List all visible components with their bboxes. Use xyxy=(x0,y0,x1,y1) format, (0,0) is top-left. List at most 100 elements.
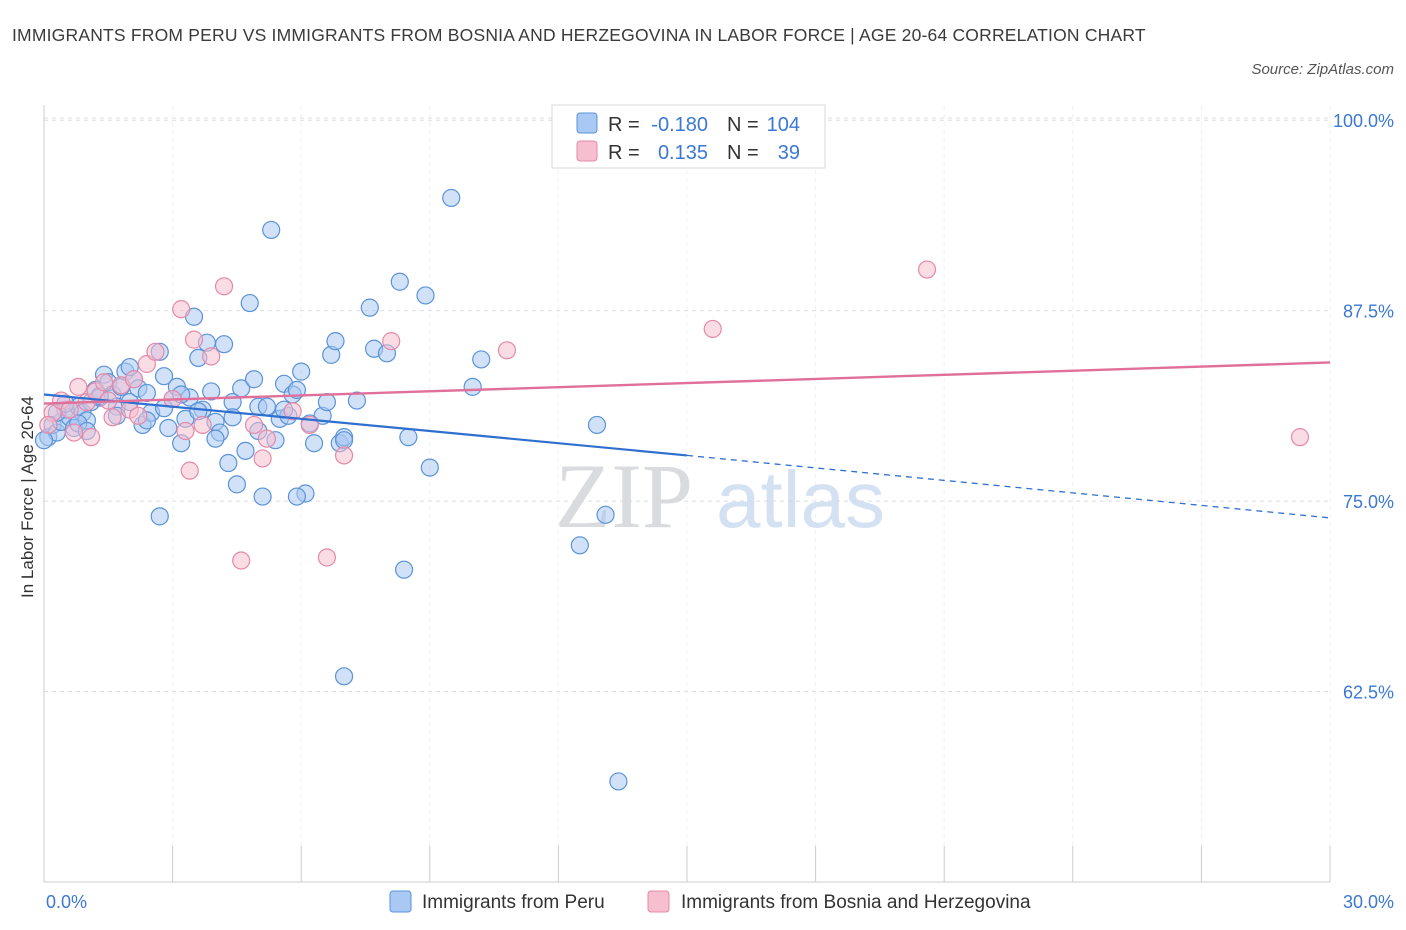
y-tick-label: 75.0% xyxy=(1343,492,1394,512)
peru-point xyxy=(257,397,277,416)
peru-point xyxy=(240,293,259,313)
bosnia-point xyxy=(103,408,122,427)
y-tick-labels: 62.5% 75.0% 87.5% 100.0% xyxy=(1333,111,1394,702)
peru-point xyxy=(420,458,439,477)
series-peru-points xyxy=(34,188,628,791)
x-tick-label-min: 0.0% xyxy=(46,892,87,912)
bosnia-point xyxy=(184,330,204,349)
bosnia-point xyxy=(202,347,221,366)
x-axis-ticks xyxy=(43,846,1331,882)
peru-point xyxy=(334,431,354,450)
y-tick-label: 100.0% xyxy=(1333,111,1394,131)
peru-point xyxy=(609,772,628,791)
peru-point xyxy=(219,453,238,473)
peru-point xyxy=(214,335,234,354)
x-tick-label-max: 30.0% xyxy=(1343,892,1394,912)
bosnia-point xyxy=(176,421,195,441)
legend-bosnia-n-label: N = xyxy=(727,142,759,164)
bosnia-point xyxy=(497,341,517,360)
bosnia-point xyxy=(39,415,58,435)
bosnia-point xyxy=(124,370,144,389)
peru-point xyxy=(206,429,225,448)
bottom-legend-swatch-peru xyxy=(389,890,412,913)
peru-point xyxy=(390,272,409,291)
bottom-legend-swatch-bosnia xyxy=(647,890,670,913)
bosnia-point xyxy=(172,300,191,319)
peru-point xyxy=(262,220,281,240)
peru-point xyxy=(150,507,169,526)
chart-title: IMMIGRANTS FROM PERU VS IMMIGRANTS FROM … xyxy=(12,25,1146,45)
peru-point xyxy=(394,560,414,579)
bosnia-point xyxy=(193,415,212,435)
bosnia-point xyxy=(317,548,337,567)
y-tick-label: 62.5% xyxy=(1343,683,1394,703)
peru-point xyxy=(253,487,272,506)
bottom-legend-label-bosnia: Immigrants from Bosnia and Herzegovina xyxy=(681,892,1031,913)
bosnia-point xyxy=(232,551,251,570)
peru-point xyxy=(463,377,482,396)
legend-swatch-peru xyxy=(576,112,598,134)
peru-point xyxy=(317,392,337,412)
trend-lines xyxy=(43,361,1331,519)
peru-point xyxy=(292,362,311,381)
peru-point xyxy=(304,434,324,453)
legend-bosnia-r-value: 0.135 xyxy=(658,142,708,164)
peru-point xyxy=(334,667,354,686)
peru-point xyxy=(137,383,156,403)
peru-point xyxy=(596,505,615,524)
peru-point xyxy=(287,380,307,399)
peru-point xyxy=(416,286,435,305)
peru-point xyxy=(202,382,221,401)
legend-swatch-bosnia xyxy=(576,140,598,162)
stats-legend: R = -0.180 N = 104 R = 0.135 N = 39 xyxy=(551,104,826,169)
bosnia-point xyxy=(82,428,101,447)
watermark-atlas: atlas xyxy=(716,455,885,544)
y-axis-title: In Labor Force | Age 20-64 xyxy=(18,396,37,598)
bosnia-point xyxy=(94,373,114,392)
peru-point xyxy=(442,188,461,208)
bosnia-point xyxy=(244,415,264,435)
bosnia-trend-line xyxy=(43,361,1331,405)
bosnia-point xyxy=(64,423,84,442)
watermark-zip: ZIP xyxy=(555,445,693,547)
bosnia-point xyxy=(334,446,354,465)
peru-point xyxy=(472,350,491,369)
peru-point xyxy=(287,487,307,506)
legend-peru-r-value: -0.180 xyxy=(651,114,708,136)
legend-bosnia-r-label: R = xyxy=(608,142,640,164)
peru-point xyxy=(227,475,246,494)
series-bosnia-points xyxy=(39,260,1310,570)
peru-point xyxy=(399,428,418,447)
peru-point xyxy=(326,332,345,351)
bosnia-point xyxy=(69,377,88,396)
peru-point xyxy=(570,536,589,555)
peru-point xyxy=(236,441,255,460)
bosnia-point xyxy=(382,332,401,351)
peru-point xyxy=(154,367,174,386)
bosnia-point xyxy=(129,406,148,425)
legend-peru-n-label: N = xyxy=(727,114,759,136)
bosnia-point xyxy=(703,319,722,339)
bosnia-point xyxy=(917,260,937,279)
bosnia-point xyxy=(1290,428,1310,447)
bottom-legend-label-peru: Immigrants from Peru xyxy=(422,892,605,913)
peru-trend-line xyxy=(43,393,688,457)
legend-bosnia-n-value: 39 xyxy=(778,142,800,164)
bosnia-point xyxy=(60,400,79,419)
peru-trend-extension xyxy=(686,454,1331,519)
peru-point xyxy=(360,298,379,317)
y-tick-label: 87.5% xyxy=(1343,302,1394,322)
bosnia-point xyxy=(283,402,302,421)
bosnia-point xyxy=(146,342,165,361)
bosnia-point xyxy=(180,461,199,480)
legend-peru-n-value: 104 xyxy=(767,114,800,136)
peru-point xyxy=(244,370,264,389)
peru-point xyxy=(587,415,607,435)
bosnia-point xyxy=(214,277,234,296)
chart-source: Source: ZipAtlas.com xyxy=(1251,61,1394,78)
legend-peru-r-label: R = xyxy=(608,114,640,136)
peru-point xyxy=(347,391,367,410)
peru-point xyxy=(159,418,178,438)
bottom-legend: Immigrants from Peru Immigrants from Bos… xyxy=(389,890,1031,913)
